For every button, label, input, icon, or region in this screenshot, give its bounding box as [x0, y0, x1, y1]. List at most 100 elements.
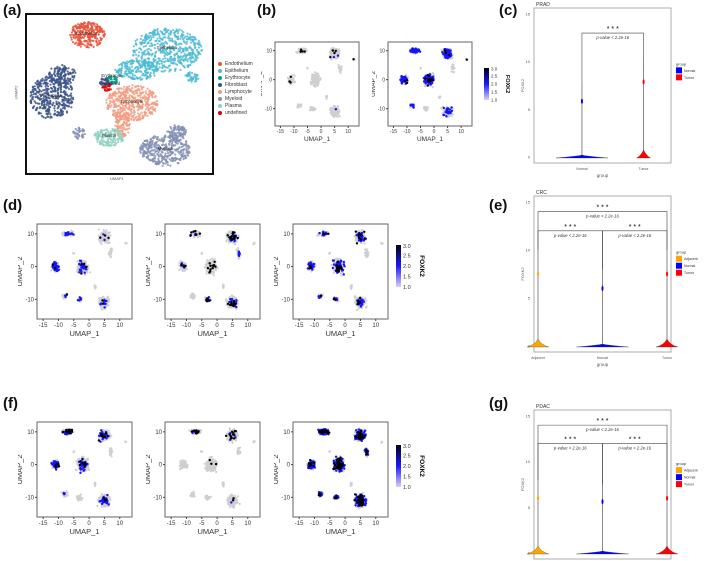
cluster-point — [59, 94, 63, 97]
cluster-point — [149, 111, 152, 114]
cell-point — [338, 110, 341, 113]
cluster-point — [118, 94, 122, 98]
cluster-point — [114, 120, 118, 123]
cluster-point — [160, 137, 164, 140]
cluster-point — [179, 58, 182, 61]
cluster-point — [164, 147, 168, 150]
cluster-point — [136, 84, 140, 88]
cluster-point — [70, 92, 73, 95]
cell-point — [106, 241, 110, 245]
cluster-point — [140, 86, 144, 89]
cluster-point — [158, 66, 161, 69]
cluster-point — [181, 33, 184, 36]
cluster-point — [85, 46, 88, 49]
panel-label-d: (d) — [3, 197, 23, 214]
cell-point — [109, 255, 112, 258]
cluster-point — [108, 136, 111, 140]
cluster-point — [142, 62, 145, 65]
cluster-point — [133, 74, 137, 77]
cluster-point — [86, 32, 89, 35]
cluster-point — [100, 139, 103, 142]
colorbar-tick-label: 2.5 — [491, 74, 498, 79]
cell-point — [338, 115, 341, 118]
cluster-point — [139, 96, 142, 99]
cluster-point — [49, 100, 52, 103]
cluster-point — [120, 136, 123, 139]
cluster-point — [134, 85, 138, 88]
expressing-cell-point — [449, 111, 452, 115]
cell-point — [312, 106, 315, 109]
cluster-point — [59, 114, 62, 117]
cell-point — [110, 249, 114, 252]
cluster-point — [107, 131, 110, 134]
cluster-point — [153, 96, 156, 99]
x-tick-label: 5 — [333, 129, 336, 135]
cluster-point — [186, 60, 189, 63]
cluster-point — [113, 114, 116, 117]
cluster-point — [194, 46, 197, 49]
cluster-point — [153, 101, 156, 104]
cluster-point — [50, 94, 53, 97]
cluster-point — [146, 37, 149, 41]
cell-point — [291, 73, 294, 77]
cluster-point — [113, 136, 116, 139]
legend-swatch — [218, 75, 222, 80]
expressing-cell-point — [465, 58, 469, 61]
cluster-point — [56, 74, 59, 78]
expressing-cell-point — [443, 49, 447, 53]
cluster-point — [66, 101, 69, 104]
cluster-point — [83, 21, 86, 24]
cluster-point — [141, 153, 145, 156]
cluster-point — [144, 113, 147, 116]
cluster-point — [49, 73, 52, 76]
cluster-point — [117, 68, 120, 72]
expressing-cell-point — [334, 49, 338, 53]
cluster-point — [107, 82, 110, 85]
cell-point — [311, 76, 314, 79]
cluster-point — [76, 33, 80, 37]
cluster-point — [120, 106, 123, 110]
cluster-point — [118, 129, 121, 132]
cluster-point — [124, 116, 127, 119]
cluster-point — [109, 78, 112, 81]
cluster-point — [119, 126, 122, 130]
cluster-point — [125, 98, 128, 102]
expressing-cell-point — [288, 80, 291, 83]
cluster-point — [142, 72, 145, 75]
cluster-point — [103, 141, 106, 144]
cluster-point — [153, 29, 157, 32]
cluster-point — [182, 30, 185, 34]
cluster-point — [165, 30, 168, 33]
cluster-point — [174, 125, 177, 128]
cluster-point — [38, 89, 41, 92]
cluster-point — [97, 33, 100, 36]
cell-point — [293, 80, 297, 83]
cluster-point — [37, 112, 40, 115]
cluster-point — [103, 134, 106, 137]
cluster-point — [174, 62, 177, 65]
cluster-point — [94, 132, 97, 135]
cluster-point — [152, 157, 155, 160]
cell-point — [314, 75, 318, 79]
x-tick-label: -5 — [418, 129, 423, 135]
cluster-point — [151, 105, 154, 108]
cluster-point — [191, 35, 194, 38]
cell-point — [319, 78, 322, 81]
colorbar-title: FOXK2 — [504, 75, 510, 93]
cluster-point — [200, 48, 203, 52]
cluster-point — [140, 88, 143, 91]
cluster-point — [190, 56, 193, 59]
cluster-point — [43, 81, 47, 85]
cluster-point — [174, 139, 177, 142]
cluster-point — [58, 111, 61, 115]
cluster-point — [185, 42, 188, 45]
cell-point — [108, 298, 111, 301]
cluster-point — [163, 136, 166, 139]
cluster-point — [105, 128, 108, 131]
cluster-point — [123, 85, 126, 88]
cluster-point — [124, 92, 127, 96]
cell-point — [450, 70, 453, 73]
cluster-point — [150, 54, 153, 57]
cluster-point — [119, 124, 122, 128]
cluster-point — [187, 150, 190, 153]
